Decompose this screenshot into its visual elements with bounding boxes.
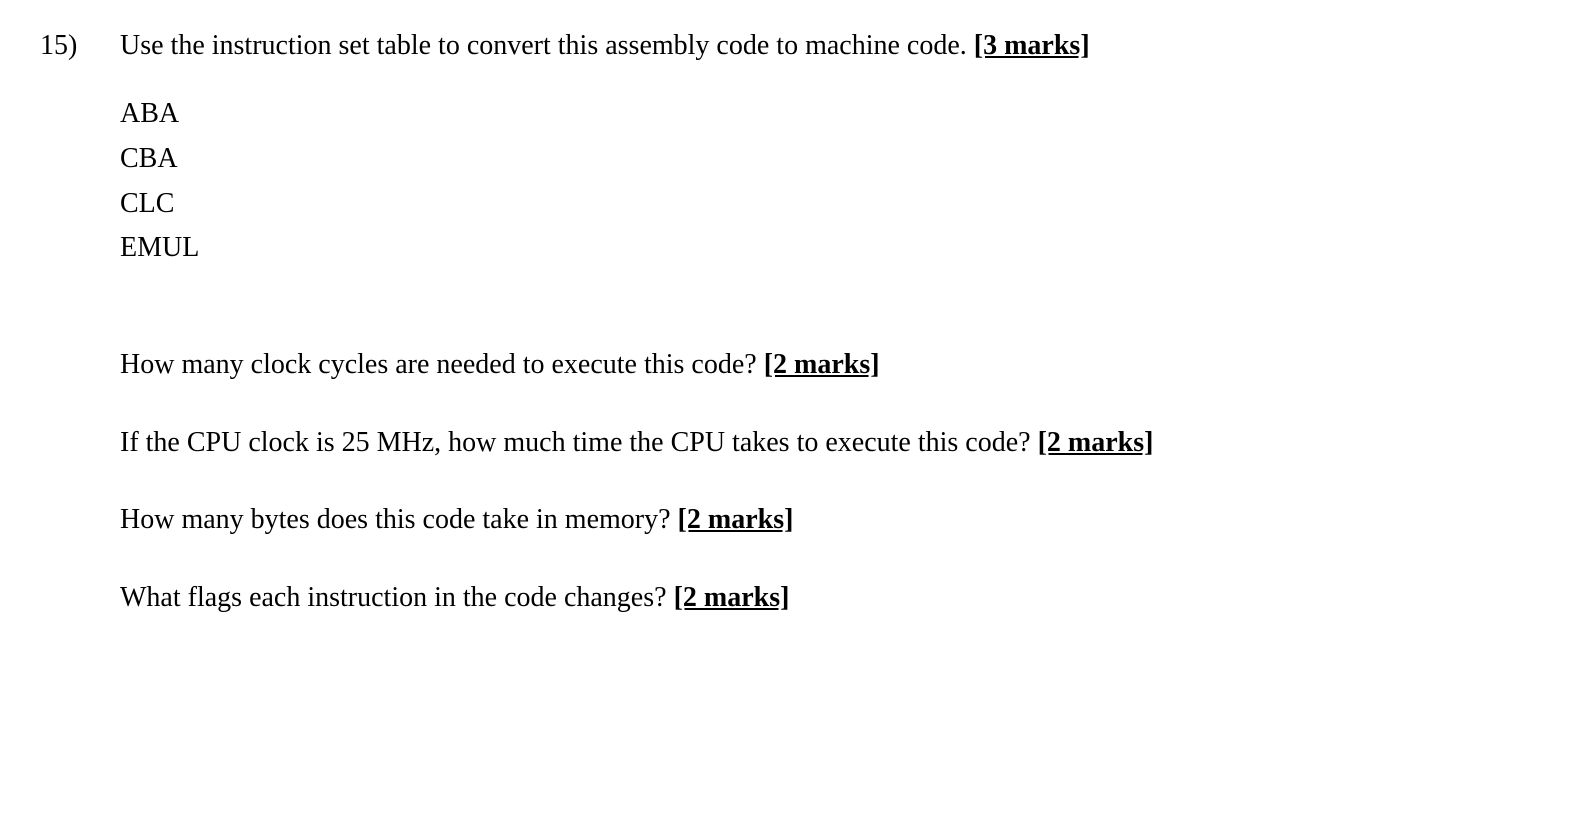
code-line: ABA bbox=[120, 92, 1540, 137]
sub-question-text: If the CPU clock is 25 MHz, how much tim… bbox=[120, 427, 1038, 458]
sub-question-2: If the CPU clock is 25 MHz, how much tim… bbox=[120, 419, 1540, 467]
sub-question-marks: [2 marks] bbox=[674, 582, 790, 613]
code-line: EMUL bbox=[120, 226, 1540, 271]
sub-question-1: How many clock cycles are needed to exec… bbox=[120, 341, 1540, 389]
sub-question-4: What flags each instruction in the code … bbox=[120, 574, 1540, 622]
question-container: 15) Use the instruction set table to con… bbox=[40, 30, 1540, 652]
sub-question-text: How many clock cycles are needed to exec… bbox=[120, 349, 764, 380]
sub-question-marks: [2 marks] bbox=[764, 349, 880, 380]
code-block: ABA CBA CLC EMUL bbox=[120, 92, 1540, 271]
intro-line: Use the instruction set table to convert… bbox=[120, 30, 1540, 62]
sub-question-text: How many bytes does this code take in me… bbox=[120, 504, 678, 535]
sub-question-3: How many bytes does this code take in me… bbox=[120, 496, 1540, 544]
code-line: CLC bbox=[120, 182, 1540, 227]
sub-question-text: What flags each instruction in the code … bbox=[120, 582, 674, 613]
question-body: Use the instruction set table to convert… bbox=[120, 30, 1540, 652]
intro-text: Use the instruction set table to convert… bbox=[120, 30, 974, 61]
sub-question-marks: [2 marks] bbox=[1038, 427, 1154, 458]
code-line: CBA bbox=[120, 137, 1540, 182]
intro-marks: [3 marks] bbox=[974, 30, 1090, 61]
sub-question-marks: [2 marks] bbox=[678, 504, 794, 535]
question-number: 15) bbox=[40, 30, 90, 62]
